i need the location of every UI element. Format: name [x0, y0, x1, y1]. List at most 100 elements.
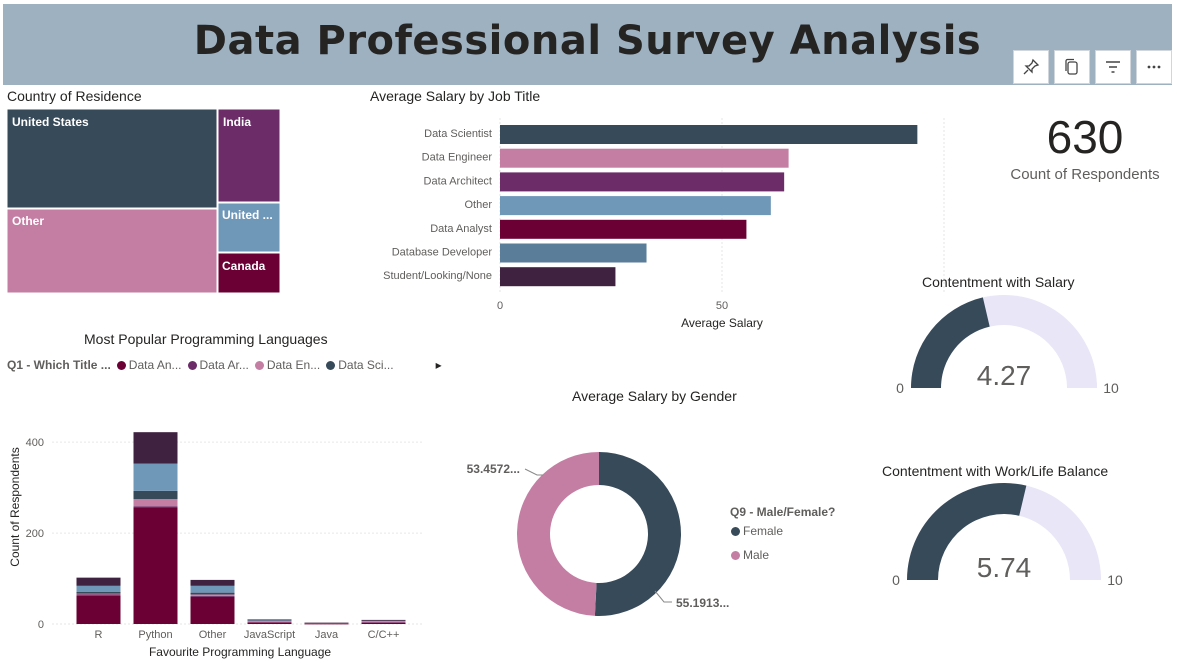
legend-item-data-analyst[interactable]: Data An... — [128, 358, 182, 372]
gender-legend-label-female: Female — [743, 524, 784, 538]
salary-by-job-chart: 0 50 Data Scientist Data Engineer Data Archi… — [383, 118, 945, 330]
lang-chart-bar-segment[interactable] — [76, 585, 121, 592]
lang-chart-bar-segment[interactable] — [133, 463, 178, 491]
gauge-min-label: 0 — [892, 572, 900, 588]
treemap-cell-india[interactable] — [217, 108, 281, 203]
job-chart-category-label: Data Architect — [424, 175, 492, 187]
salary-contentment-title: Contentment with Salary — [922, 274, 1075, 290]
lang-chart-category-label: C/C++ — [368, 629, 400, 641]
legend-dot — [254, 360, 264, 370]
treemap-cell-united-kingdom[interactable] — [217, 202, 281, 253]
lang-chart-bar-segment[interactable] — [76, 577, 121, 586]
lang-chart-ytick-label: 400 — [26, 437, 44, 449]
lang-chart-bar-segment[interactable] — [361, 622, 406, 623]
work-life-balance-title: Contentment with Work/Life Balance — [882, 463, 1109, 479]
job-chart-bar[interactable] — [500, 243, 647, 263]
lang-chart-bar-segment[interactable] — [76, 594, 121, 596]
lang-chart-bar-segment[interactable] — [247, 620, 292, 622]
lang-chart-bar-segment[interactable] — [76, 591, 121, 594]
lang-chart-bar-segment[interactable] — [190, 595, 235, 597]
lang-chart-bar-segment[interactable] — [190, 585, 235, 593]
lang-chart-category-label: Python — [138, 629, 172, 641]
lang-chart-bar-segment[interactable] — [304, 623, 349, 624]
lang-chart-yaxis-title: Count of Respondents — [8, 447, 22, 566]
gender-legend-label-male: Male — [743, 548, 770, 562]
lang-chart-bar-segment[interactable] — [190, 596, 235, 624]
job-chart-bar[interactable] — [500, 196, 771, 216]
job-chart-bar[interactable] — [500, 219, 747, 239]
lang-chart-bar-segment[interactable] — [133, 499, 178, 507]
lang-chart-bar-segment[interactable] — [361, 622, 406, 624]
lang-chart-bar-segment[interactable] — [133, 507, 178, 624]
treemap-cell-other[interactable] — [6, 208, 218, 294]
lang-chart-bar-segment[interactable] — [247, 622, 292, 624]
legend-item-data-scientist[interactable]: Data Sci... — [338, 358, 394, 372]
donut-slice-female[interactable] — [594, 452, 682, 616]
lang-chart-bar-segment[interactable] — [133, 432, 178, 464]
more-options-button[interactable] — [1136, 50, 1172, 84]
report-header: Data Professional Survey Analysis — [3, 4, 1172, 85]
job-chart-bar[interactable] — [500, 125, 918, 144]
copy-icon — [1065, 58, 1078, 75]
job-chart-category-label: Other — [464, 199, 492, 211]
pin-visual-button[interactable] — [1013, 50, 1049, 84]
lang-chart-bar-segment[interactable] — [361, 621, 406, 623]
legend-item-data-engineer[interactable]: Data En... — [266, 358, 321, 372]
more-options-icon — [1147, 65, 1161, 69]
donut-slice-male[interactable] — [517, 452, 599, 616]
treemap-cell-united-states[interactable] — [6, 108, 218, 209]
lang-chart-ytick-label: 0 — [38, 619, 44, 631]
respondent-count-label: Count of Respondents — [1010, 166, 1160, 183]
gauge-min-label: 0 — [896, 380, 904, 396]
legend-next-arrow-icon[interactable]: ▸ — [435, 358, 442, 372]
respondent-count-value: 630 — [1046, 111, 1124, 163]
job-chart-bar[interactable] — [500, 267, 616, 287]
report-title: Data Professional Survey Analysis — [193, 18, 982, 64]
lang-chart-bar-segment[interactable] — [190, 579, 235, 586]
lang-chart-bar-segment[interactable] — [190, 594, 235, 596]
lang-chart-category-label: R — [95, 629, 103, 641]
lang-chart-bar-segment[interactable] — [304, 623, 349, 625]
lang-chart-bar-segment[interactable] — [304, 622, 349, 624]
lang-chart-bar-segment[interactable] — [76, 595, 121, 624]
job-chart-category-label: Data Scientist — [424, 128, 492, 140]
lang-chart-bar-segment[interactable] — [361, 620, 406, 622]
gauge-max-label: 10 — [1103, 380, 1119, 396]
legend-dot — [731, 550, 740, 560]
legend-dot — [187, 360, 197, 370]
programming-languages-chart: 0 200 400 R Python Other JavaScript Java C/C++ Fa… — [8, 432, 424, 659]
lang-chart-ytick-label: 200 — [26, 528, 44, 540]
filter-icon — [1106, 61, 1120, 73]
legend-dot — [731, 526, 740, 536]
job-salary-title: Average Salary by Job Title — [370, 88, 541, 104]
lang-chart-bar-segment[interactable] — [361, 619, 406, 621]
lang-chart-bar-segment[interactable] — [247, 621, 292, 623]
job-chart-bar[interactable] — [500, 172, 785, 192]
gender-legend-item-male[interactable]: Male — [725, 548, 769, 562]
treemap-label-canada: Canada — [222, 259, 266, 273]
job-chart-bar[interactable] — [500, 148, 789, 168]
legend-dot — [116, 360, 126, 370]
copy-visual-button[interactable] — [1054, 50, 1090, 84]
treemap-cell-canada[interactable] — [217, 252, 281, 294]
donut-leader-line — [524, 468, 543, 476]
gender-legend-item-female[interactable]: Female — [725, 524, 783, 538]
gender-salary-title: Average Salary by Gender — [572, 388, 737, 404]
salary-by-gender-donut: 55.1913... 53.4572... — [467, 452, 729, 616]
lang-chart-bar-segment[interactable] — [133, 506, 178, 508]
gauge-fill[interactable] — [907, 483, 1027, 580]
salary-contentment-gauge: 4.27 0 10 — [896, 295, 1119, 396]
gauge-fill[interactable] — [911, 297, 990, 388]
lang-chart-category-label: JavaScript — [244, 629, 295, 641]
lang-chart-bar-segment[interactable] — [190, 592, 235, 595]
job-chart-category-label: Data Engineer — [422, 152, 493, 164]
filter-button[interactable] — [1095, 50, 1131, 84]
legend-item-data-architect[interactable]: Data Ar... — [199, 358, 249, 372]
languages-title: Most Popular Programming Languages — [84, 331, 328, 347]
treemap-label-united-kingdom: United ... — [222, 208, 273, 222]
lang-chart-bar-segment[interactable] — [133, 490, 178, 499]
lang-chart-bar-segment[interactable] — [247, 619, 292, 621]
lang-chart-category-label: Java — [315, 629, 339, 641]
lang-chart-bar-segment[interactable] — [76, 593, 121, 595]
